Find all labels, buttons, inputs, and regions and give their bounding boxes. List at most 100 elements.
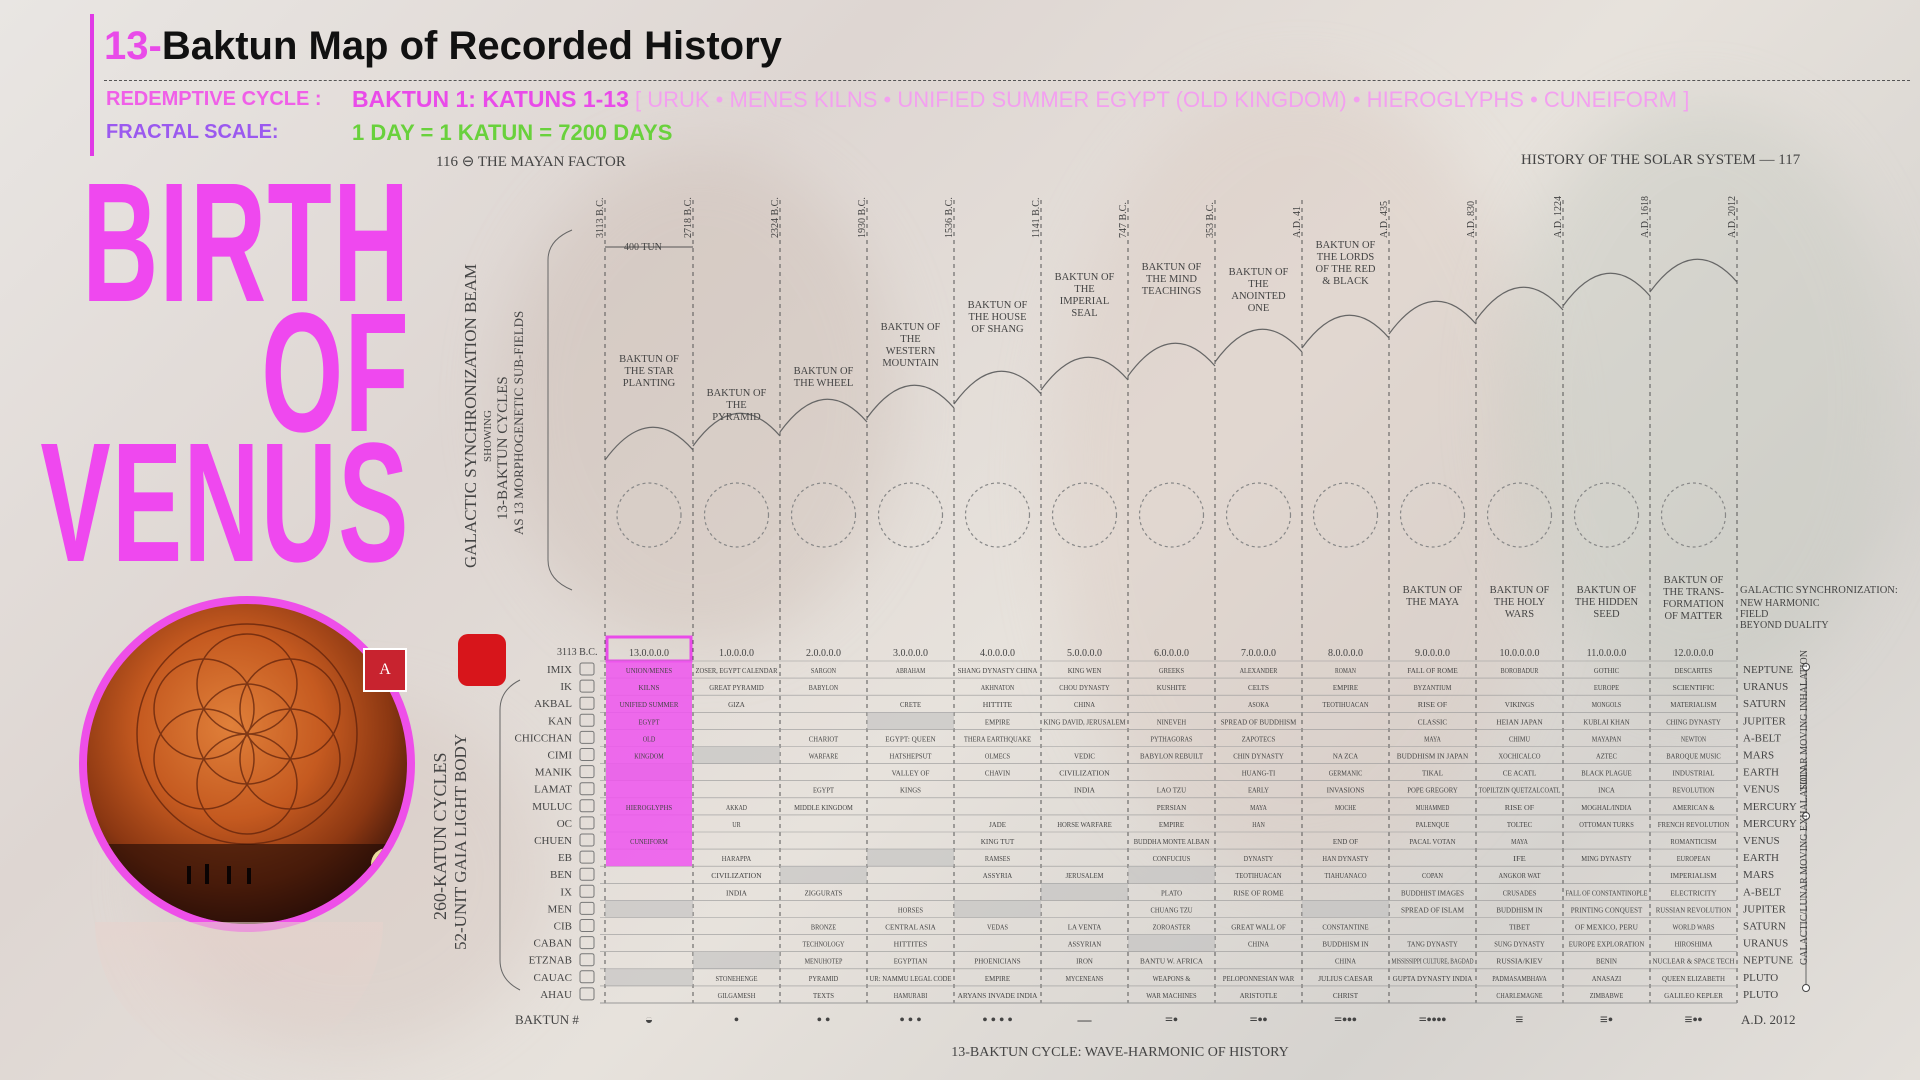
grid-cell-text: CHIN DYNASTY <box>1233 752 1284 761</box>
grid-cell-text: KING DAVID, JERUSALEM <box>1044 717 1126 726</box>
grid-cell-text: GREAT PYRAMID <box>709 683 764 692</box>
mayan-glyph-icon <box>458 634 506 686</box>
grid-cell-text: UR <box>732 820 740 829</box>
baktun-title: IMPERIAL <box>1060 296 1110 307</box>
grid-cell-text: ZIGGURATS <box>805 888 843 897</box>
day-sign-label: CHUEN <box>534 835 572 847</box>
grid-cell-text: CLASSIC <box>1418 717 1447 726</box>
grid-cell-text: ELECTRICITY <box>1670 888 1717 897</box>
baktun-title: THE <box>1248 279 1268 290</box>
baktun-symbol-icon <box>877 482 944 548</box>
baktun-number-glyph: =• <box>1165 1013 1178 1028</box>
planet-label: MARS <box>1743 750 1774 762</box>
grid-cell-text: AMERICAN & <box>1673 803 1715 812</box>
grid-cell-text: STONEHENGE <box>716 974 758 983</box>
baktun-symbol-icon <box>1660 482 1727 548</box>
grid-cell-text: HUANG-TI <box>1242 769 1276 778</box>
baktun-number-glyph: =•••• <box>1419 1013 1447 1028</box>
grid-cell-text: MYCENEANS <box>1066 974 1104 983</box>
grid-cell-text: EUROPE <box>1594 683 1620 692</box>
planet-label: URANUS <box>1743 681 1788 693</box>
date-label: 1930 B.C. <box>857 197 868 238</box>
grid-cell-text: EUROPEAN <box>1677 854 1711 863</box>
planet-label: EARTH <box>1743 852 1779 864</box>
grid-cell-shade <box>605 968 693 986</box>
grid-cell-text: ASOKA <box>1248 700 1269 709</box>
first-baktun-highlight <box>606 661 692 867</box>
day-sign-glyph-icon <box>579 713 595 727</box>
planet-label: JUPITER <box>1743 715 1786 727</box>
baktun-number-glyph: • <box>734 1013 739 1028</box>
baktun-title: THE WHEEL <box>794 378 854 389</box>
grid-cell-text: CHING DYNASTY <box>1666 717 1721 726</box>
baktun-title: THE HOLY <box>1494 597 1546 608</box>
grid-cell-text: TOPILTZIN QUETZALCOATL <box>1479 786 1561 795</box>
date-label: A.D. 435 <box>1379 201 1390 238</box>
baktun-number-glyph: • • • <box>900 1013 922 1028</box>
day-sign-glyph-icon <box>579 987 595 1001</box>
date-label: A.D. 41 <box>1292 206 1303 238</box>
grid-cell-text: EGYPT <box>813 786 834 795</box>
grid-cell-text: HARAPPA <box>722 854 752 863</box>
day-sign-glyph-icon <box>579 970 595 984</box>
grid-cell-text: MISSISSIPPI CULTURE, BAGDAD <box>1392 957 1474 966</box>
baktun-number-label: BAKTUN # <box>515 1012 579 1027</box>
exhale-label: GALACTIC/LUNAR MOVING EXHALATION <box>1799 767 1810 965</box>
day-sign-glyph-icon <box>579 936 595 950</box>
baktun-title: BAKTUN OF <box>1490 585 1550 596</box>
grid-cell-text: HORSES <box>898 905 923 914</box>
date-label: A.D. 2012 <box>1727 196 1738 238</box>
grid-cell-text: VALLEY OF <box>892 769 930 778</box>
grid-cell-text: PERSIAN <box>1157 803 1187 812</box>
slide-title-text: Baktun Map of Recorded History <box>161 24 782 68</box>
grid-cell-shade <box>693 746 780 764</box>
grid-cell-text: UNIFIED SUMMER <box>620 700 679 709</box>
wave-arc <box>604 426 694 461</box>
day-sign-label: AHAU <box>540 989 572 1001</box>
grid-cell-text: CUNEIFORM <box>630 837 668 846</box>
grid-cell-text: EMPIRE <box>985 974 1011 983</box>
grid-cell-shade <box>954 900 1041 918</box>
planet-axis-node <box>1802 663 1810 671</box>
wave-arc <box>692 412 781 447</box>
wave-arc <box>1040 356 1129 391</box>
baktun-title: FORMATION <box>1663 599 1725 610</box>
grid-cell-text: ARISTOTLE <box>1240 991 1278 1000</box>
planet-label: PLUTO <box>1743 989 1778 1001</box>
grid-cell-text: PACAL VOTAN <box>1409 837 1456 846</box>
grid-cell-text: UR: NAMMU LEGAL CODE <box>870 974 952 983</box>
baktun-title: & BLACK <box>1322 276 1369 287</box>
grid-cell-text: CHINA <box>1248 940 1270 949</box>
page-right-title: HISTORY OF THE SOLAR SYSTEM <box>1521 152 1756 168</box>
grid-cell-text: MOCHE <box>1335 803 1356 812</box>
grid-cell-text: EARLY <box>1248 786 1270 795</box>
grid-cell-text: MAYA <box>1250 803 1267 812</box>
baktun-number-glyph: =•• <box>1250 1013 1268 1028</box>
baktun-title: WARS <box>1505 609 1534 620</box>
day-sign-glyph-icon <box>579 662 595 676</box>
grid-cell-text: GERMANIC <box>1329 769 1363 778</box>
day-sign-glyph-icon <box>579 850 595 864</box>
grid-cell-text: TECHNOLOGY <box>803 940 845 949</box>
grid-cell-text: OLMECS <box>985 752 1010 761</box>
page-left-number: 116 <box>436 154 458 170</box>
big-title-birth: BIRTH <box>81 148 410 338</box>
grid-cell-text: CRUSADES <box>1503 888 1537 897</box>
grid-cell-text: MUHAMMED <box>1416 803 1450 812</box>
wave-arc <box>779 398 868 433</box>
left-brace <box>547 229 573 591</box>
planet-label: SATURN <box>1743 698 1786 710</box>
beam-label-subfields: AS 13 MORPHOGENETIC SUB-FIELDS <box>511 311 526 535</box>
long-count: 12.0.0.0.0 <box>1674 648 1714 659</box>
baktun-symbol-icon <box>1573 482 1640 548</box>
grid-cell-text: WEAPONS & <box>1153 974 1191 983</box>
long-count: 5.0.0.0.0 <box>1067 648 1102 659</box>
planet-label: JUPITER <box>1743 903 1786 915</box>
grid-cell-text: AKKAD <box>726 803 747 812</box>
date-label: A.D. 830 <box>1466 201 1477 238</box>
grid-cell-text: JADE <box>989 820 1006 829</box>
baktun-symbol-icon <box>1051 482 1118 548</box>
gaia-label: 52-UNIT GAIA LIGHT BODY <box>451 734 470 950</box>
baktun-number-glyph: • • • • <box>982 1013 1012 1028</box>
galactic-sync-detail: BEYOND DUALITY <box>1740 620 1829 631</box>
